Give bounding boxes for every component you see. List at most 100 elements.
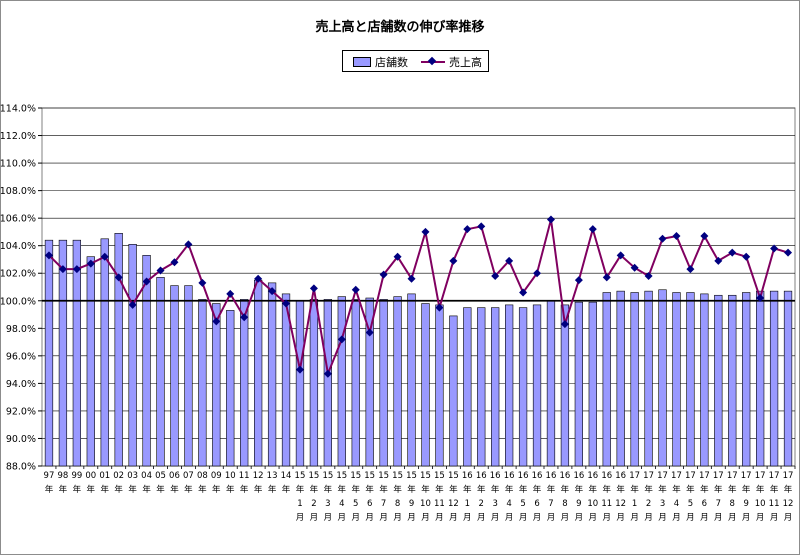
bar-stores xyxy=(393,296,402,467)
x-tick-label: 7 xyxy=(381,499,386,509)
bar-stores xyxy=(756,290,765,467)
x-tick-label: 年 xyxy=(784,484,793,495)
x-tick-label: 年 xyxy=(114,484,123,495)
marker-sales xyxy=(546,215,555,224)
x-tick-label: 年 xyxy=(324,484,333,495)
x-tick-label: 月 xyxy=(421,513,430,523)
x-tick-label: 年 xyxy=(714,484,723,495)
x-tick-label: 16 xyxy=(462,471,473,481)
x-tick-label: 年 xyxy=(742,484,751,495)
x-tick-label: 月 xyxy=(728,513,737,523)
x-tick-label: 年 xyxy=(644,484,653,495)
x-tick-label: 年 xyxy=(351,484,360,495)
bar-stores xyxy=(588,301,597,467)
x-tick-label: 月 xyxy=(700,513,709,523)
x-tick-label: 8 xyxy=(730,499,735,509)
x-tick-label: 12 xyxy=(615,499,626,509)
x-tick-label: 月 xyxy=(296,513,305,523)
x-tick-label: 17 xyxy=(699,471,710,481)
bar-stores xyxy=(240,299,249,467)
x-tick-label: 年 xyxy=(477,484,486,495)
legend-item-stores: 店舗数 xyxy=(353,54,408,70)
marker-sales xyxy=(714,256,723,265)
marker-sales xyxy=(351,285,360,294)
x-tick-label: 2 xyxy=(311,499,316,509)
x-tick-label: 月 xyxy=(616,513,625,523)
x-tick-label: 6 xyxy=(702,499,707,509)
marker-sales xyxy=(630,263,639,272)
x-tick-label: 13 xyxy=(267,471,278,481)
marker-sales xyxy=(365,328,374,337)
bar-stores xyxy=(477,307,486,467)
x-tick-label: 15 xyxy=(336,471,347,481)
x-tick-label: 月 xyxy=(310,513,319,523)
x-tick-label: 年 xyxy=(268,484,277,495)
bar-stores xyxy=(421,303,430,467)
x-tick-label: 16 xyxy=(490,471,501,481)
x-tick-label: 年 xyxy=(45,484,54,495)
x-tick-label: 年 xyxy=(686,484,695,495)
bar-stores xyxy=(644,290,653,467)
y-tick-label: 106.0% xyxy=(0,214,36,225)
x-tick-label: 16 xyxy=(504,471,515,481)
x-tick-label: 17 xyxy=(727,471,738,481)
bar-stores xyxy=(72,239,81,467)
x-tick-label: 15 xyxy=(448,471,459,481)
bar-stores xyxy=(212,303,221,467)
marker-sales xyxy=(700,232,709,241)
marker-sales xyxy=(784,248,793,257)
x-tick-label: 月 xyxy=(658,513,667,523)
bar-stores xyxy=(546,300,556,467)
x-tick-label: 14 xyxy=(281,471,292,481)
x-tick-label: 8 xyxy=(395,499,400,509)
x-tick-label: 11 xyxy=(601,499,612,509)
x-tick-label: 1 xyxy=(465,499,470,509)
bar-stores xyxy=(532,304,542,467)
bar-stores xyxy=(560,304,570,467)
x-tick-label: 年 xyxy=(73,484,82,495)
x-tick-label: 年 xyxy=(575,484,584,495)
y-tick-label: 98.0% xyxy=(6,324,36,335)
marker-sales xyxy=(226,289,235,298)
x-tick-label: 1 xyxy=(297,499,302,509)
legend-bar-swatch xyxy=(353,57,371,67)
x-tick-label: 年 xyxy=(338,484,347,495)
x-tick-label: 年 xyxy=(170,484,179,495)
x-tick-label: 月 xyxy=(435,513,444,523)
x-tick-label: 月 xyxy=(547,513,556,523)
bar-stores xyxy=(337,296,346,467)
marker-sales xyxy=(282,299,291,308)
bar-stores xyxy=(198,299,207,467)
x-tick-label: 5 xyxy=(353,499,358,509)
marker-sales xyxy=(742,252,751,261)
x-tick-label: 年 xyxy=(491,484,500,495)
marker-sales xyxy=(449,256,458,265)
marker-sales xyxy=(672,232,681,241)
x-tick-label: 4 xyxy=(506,499,511,509)
x-tick-label: 11 xyxy=(434,499,445,509)
x-tick-label: 17 xyxy=(783,471,794,481)
marker-sales xyxy=(491,271,500,280)
marker-sales xyxy=(686,265,695,274)
x-tick-label: 年 xyxy=(602,484,611,495)
x-tick-label: 年 xyxy=(379,484,388,495)
marker-sales xyxy=(58,265,67,274)
x-tick-label: 17 xyxy=(657,471,668,481)
bar-stores xyxy=(295,300,305,467)
x-tick-label: 月 xyxy=(351,513,360,523)
x-tick-label: 15 xyxy=(309,471,320,481)
x-tick-label: 8 xyxy=(562,499,567,509)
x-tick-label: 年 xyxy=(435,484,444,495)
x-tick-label: 年 xyxy=(672,484,681,495)
x-tick-label: 年 xyxy=(616,484,625,495)
x-tick-label: 15 xyxy=(350,471,361,481)
x-tick-label: 月 xyxy=(533,513,542,523)
marker-sales xyxy=(379,270,388,279)
marker-sales xyxy=(128,300,137,309)
bar-stores xyxy=(114,233,123,467)
marker-sales xyxy=(421,227,430,236)
x-tick-label: 15 xyxy=(406,471,417,481)
bar-stores xyxy=(254,279,263,467)
x-tick-label: 月 xyxy=(365,513,374,523)
marker-sales xyxy=(602,273,611,282)
